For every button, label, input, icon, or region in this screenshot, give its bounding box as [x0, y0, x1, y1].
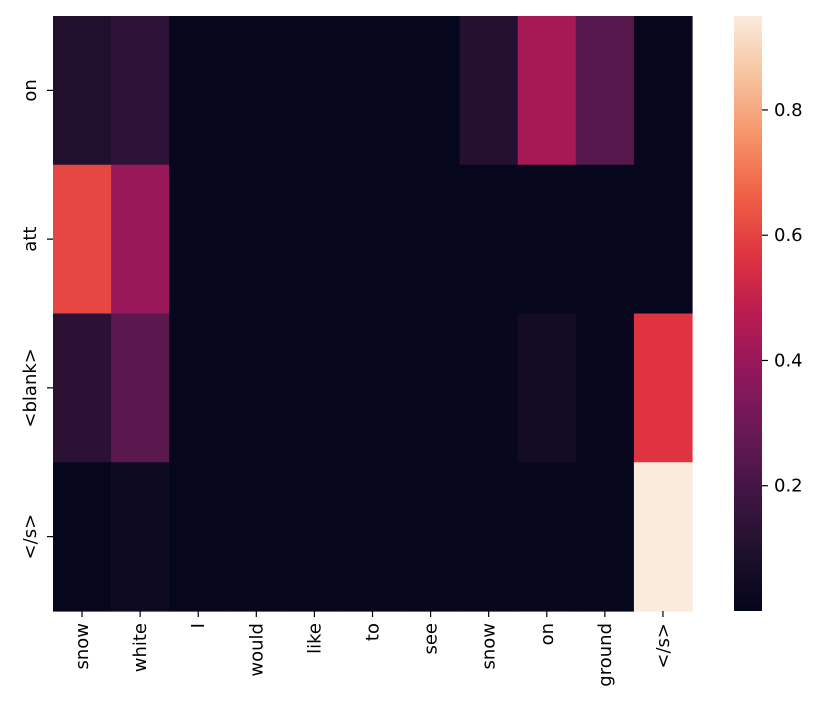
heatmap-cell	[343, 313, 403, 463]
heatmap-cell	[227, 16, 286, 166]
heatmap-cell	[227, 313, 286, 463]
heatmap-cell	[227, 164, 286, 315]
heatmap-cell	[633, 16, 693, 166]
heatmap-cell	[517, 16, 577, 166]
x-tick-label: see	[421, 623, 442, 655]
y-tick-label: </s>	[20, 514, 41, 560]
heatmap-cell	[285, 462, 345, 612]
heatmap-cell	[111, 462, 170, 612]
x-tick-label: like	[304, 623, 325, 654]
x-tick-label: ground	[595, 623, 616, 687]
heatmap-cell	[575, 462, 635, 612]
heatmap-cell	[401, 462, 461, 612]
y-tick-label: <blank>	[20, 348, 41, 427]
colorbar-tick-label: 0.8	[774, 100, 803, 121]
heatmap-cell	[343, 164, 403, 315]
y-axis: on att <blank> </s>	[20, 79, 53, 559]
heatmap-cell	[517, 462, 577, 612]
heatmap-cell	[285, 164, 345, 315]
heatmap-cell	[401, 164, 461, 315]
heatmap-cell	[401, 313, 461, 463]
heatmap-cell	[633, 462, 693, 612]
heatmap-cell	[53, 164, 112, 315]
heatmap-cell	[401, 16, 461, 166]
colorbar: 0.2 0.4 0.6 0.8	[734, 16, 803, 611]
heatmap-cell	[633, 164, 693, 315]
x-tick-label: snow	[479, 623, 500, 670]
heatmap-cell	[343, 462, 403, 612]
heatmap-cell	[169, 313, 228, 463]
heatmap-cell	[575, 16, 635, 166]
x-tick-label: I	[188, 623, 209, 628]
colorbar-gradient	[734, 16, 762, 611]
colorbar-tick-label: 0.2	[774, 476, 803, 497]
heatmap-cell	[169, 462, 228, 612]
x-tick-label: snow	[72, 623, 93, 670]
heatmap-cell	[459, 462, 519, 612]
heatmap-cell	[111, 313, 170, 463]
heatmap-cell	[517, 313, 577, 463]
heatmap-cell	[343, 16, 403, 166]
x-tick-label: white	[130, 623, 151, 672]
heatmap-cell	[517, 164, 577, 315]
heatmap-cell	[633, 313, 693, 463]
colorbar-tick-label: 0.4	[774, 350, 803, 371]
heatmap-cell	[227, 462, 286, 612]
heatmap-cell	[169, 164, 228, 315]
y-tick-label: att	[20, 227, 41, 252]
x-tick-label: on	[537, 623, 558, 645]
heatmap-cells	[53, 16, 693, 612]
heatmap-cell	[111, 16, 170, 166]
x-tick-label: would	[246, 623, 267, 677]
heatmap-cell	[285, 313, 345, 463]
x-tick-label: </s>	[653, 623, 674, 669]
heatmap-cell	[285, 16, 345, 166]
heatmap-cell	[575, 164, 635, 315]
y-tick-label: on	[20, 79, 41, 101]
heatmap-cell	[459, 313, 519, 463]
heatmap-cell	[53, 16, 112, 166]
heatmap-cell	[111, 164, 170, 315]
heatmap-cell	[459, 16, 519, 166]
heatmap-cell	[169, 16, 228, 166]
heatmap-cell	[53, 313, 112, 463]
x-tick-label: to	[363, 623, 384, 641]
heatmap-cell	[575, 313, 635, 463]
colorbar-tick-label: 0.6	[774, 225, 803, 246]
heatmap-cell	[459, 164, 519, 315]
heatmap-cell	[53, 462, 112, 612]
